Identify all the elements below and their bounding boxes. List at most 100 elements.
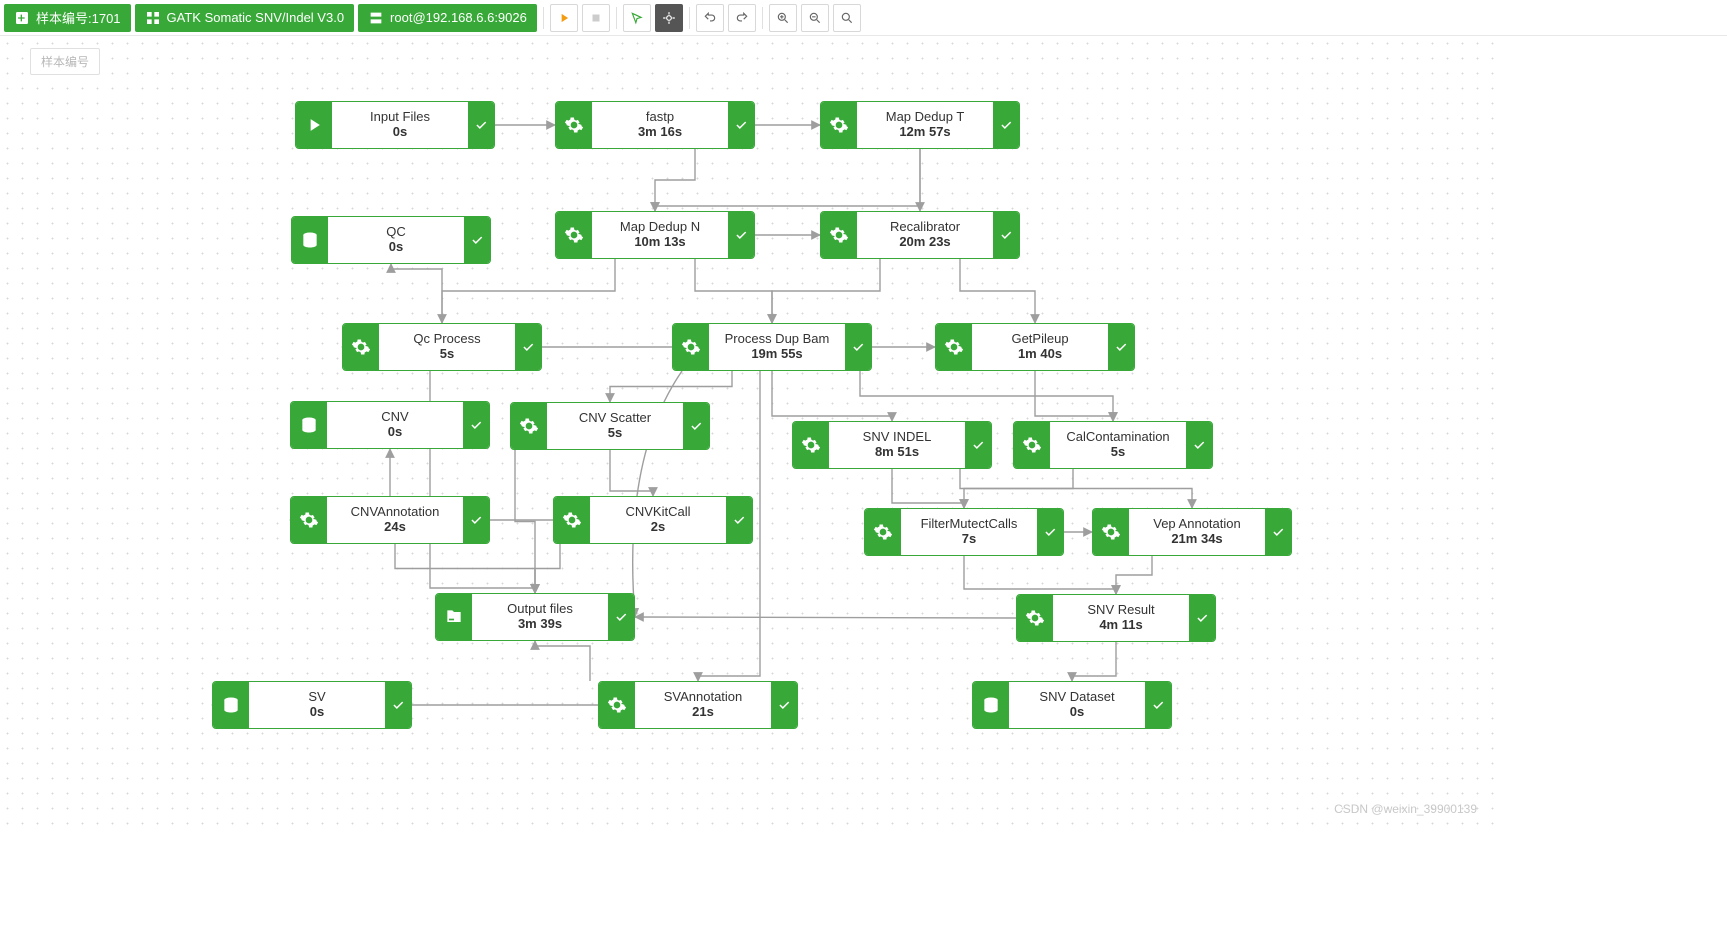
sample-chip[interactable]: 样本编号:1701	[4, 4, 131, 32]
db-icon	[213, 682, 249, 728]
node-time: 7s	[962, 531, 976, 548]
select-button[interactable]	[623, 4, 651, 32]
node-title: CNVAnnotation	[351, 504, 440, 520]
zoom-in-button[interactable]	[769, 4, 797, 32]
workflow-canvas[interactable]: 样本编号 CSDN @weixin_39900139 Input Files0s…	[0, 36, 1497, 836]
check-icon	[683, 403, 709, 449]
node-title: fastp	[646, 109, 674, 125]
node-title: CNV Scatter	[579, 410, 651, 426]
node-sv[interactable]: SV0s	[212, 681, 412, 729]
node-time: 12m 57s	[899, 124, 950, 141]
undo-button[interactable]	[696, 4, 724, 32]
db-icon	[973, 682, 1009, 728]
server-chip-label: root@192.168.6.6:9026	[390, 10, 527, 25]
gear-icon	[673, 324, 709, 370]
node-title: Process Dup Bam	[725, 331, 830, 347]
node-calcont[interactable]: CalContamination5s	[1013, 421, 1213, 469]
zoom-out-button[interactable]	[801, 4, 829, 32]
pan-button[interactable]	[655, 4, 683, 32]
gear-icon	[821, 212, 857, 258]
gear-icon	[554, 497, 590, 543]
node-recal[interactable]: Recalibrator20m 23s	[820, 211, 1020, 259]
node-cnvann[interactable]: CNVAnnotation24s	[290, 496, 490, 544]
node-title: SVAnnotation	[664, 689, 743, 705]
play-button[interactable]	[550, 4, 578, 32]
check-icon	[463, 402, 489, 448]
check-icon	[993, 212, 1019, 258]
node-time: 5s	[1111, 444, 1125, 461]
check-icon	[1145, 682, 1171, 728]
check-icon	[771, 682, 797, 728]
check-icon	[726, 497, 752, 543]
node-time: 4m 11s	[1099, 617, 1142, 634]
workflow-chip[interactable]: GATK Somatic SNV/Indel V3.0	[135, 4, 355, 32]
check-icon	[728, 102, 754, 148]
gear-icon	[291, 497, 327, 543]
node-procdup[interactable]: Process Dup Bam19m 55s	[672, 323, 872, 371]
node-title: QC	[386, 224, 406, 240]
node-snvres[interactable]: SNV Result4m 11s	[1016, 594, 1216, 642]
gear-icon	[556, 212, 592, 258]
check-icon	[515, 324, 541, 370]
stop-button[interactable]	[582, 4, 610, 32]
node-filter[interactable]: FilterMutectCalls7s	[864, 508, 1064, 556]
gear-icon	[1014, 422, 1050, 468]
node-time: 0s	[393, 124, 407, 141]
gear-icon	[1017, 595, 1053, 641]
node-time: 5s	[608, 425, 622, 442]
node-snvindel[interactable]: SNV INDEL8m 51s	[792, 421, 992, 469]
check-icon	[385, 682, 411, 728]
node-time: 5s	[440, 346, 454, 363]
check-icon	[728, 212, 754, 258]
node-output[interactable]: Output files3m 39s	[435, 593, 635, 641]
node-qc[interactable]: QC0s	[291, 216, 491, 264]
toolbar: 样本编号:1701 GATK Somatic SNV/Indel V3.0 ro…	[0, 0, 1727, 36]
node-fastp[interactable]: fastp3m 16s	[555, 101, 755, 149]
db-icon	[291, 402, 327, 448]
play-icon	[296, 102, 332, 148]
gear-icon	[936, 324, 972, 370]
node-vep[interactable]: Vep Annotation21m 34s	[1092, 508, 1292, 556]
gear-icon	[1093, 509, 1129, 555]
node-time: 20m 23s	[899, 234, 950, 251]
db-icon	[292, 217, 328, 263]
node-time: 2s	[651, 519, 665, 536]
node-cnvscat[interactable]: CNV Scatter5s	[510, 402, 710, 450]
node-cnvkit[interactable]: CNVKitCall2s	[553, 496, 753, 544]
node-svann[interactable]: SVAnnotation21s	[598, 681, 798, 729]
check-icon	[993, 102, 1019, 148]
node-input[interactable]: Input Files0s	[295, 101, 495, 149]
check-icon	[608, 594, 634, 640]
node-pileup[interactable]: GetPileup1m 40s	[935, 323, 1135, 371]
node-title: SNV Dataset	[1039, 689, 1114, 705]
check-icon	[1037, 509, 1063, 555]
node-title: Input Files	[370, 109, 430, 125]
node-title: SNV INDEL	[863, 429, 932, 445]
node-time: 24s	[384, 519, 406, 536]
gear-icon	[865, 509, 901, 555]
node-cnv[interactable]: CNV0s	[290, 401, 490, 449]
node-title: CalContamination	[1066, 429, 1169, 445]
node-snvds[interactable]: SNV Dataset0s	[972, 681, 1172, 729]
node-time: 0s	[389, 239, 403, 256]
node-map_t[interactable]: Map Dedup T12m 57s	[820, 101, 1020, 149]
redo-button[interactable]	[728, 4, 756, 32]
server-chip[interactable]: root@192.168.6.6:9026	[358, 4, 537, 32]
check-icon	[845, 324, 871, 370]
sample-tag[interactable]: 样本编号	[30, 48, 100, 75]
node-title: CNV	[381, 409, 408, 425]
check-icon	[965, 422, 991, 468]
check-icon	[464, 217, 490, 263]
node-time: 3m 39s	[518, 616, 562, 633]
node-title: Output files	[507, 601, 573, 617]
node-qcproc[interactable]: Qc Process5s	[342, 323, 542, 371]
node-map_n[interactable]: Map Dedup N10m 13s	[555, 211, 755, 259]
gear-icon	[599, 682, 635, 728]
node-time: 0s	[310, 704, 324, 721]
node-title: GetPileup	[1011, 331, 1068, 347]
check-icon	[463, 497, 489, 543]
folder-icon	[436, 594, 472, 640]
node-time: 21s	[692, 704, 714, 721]
zoom-fit-button[interactable]	[833, 4, 861, 32]
node-title: Map Dedup N	[620, 219, 700, 235]
